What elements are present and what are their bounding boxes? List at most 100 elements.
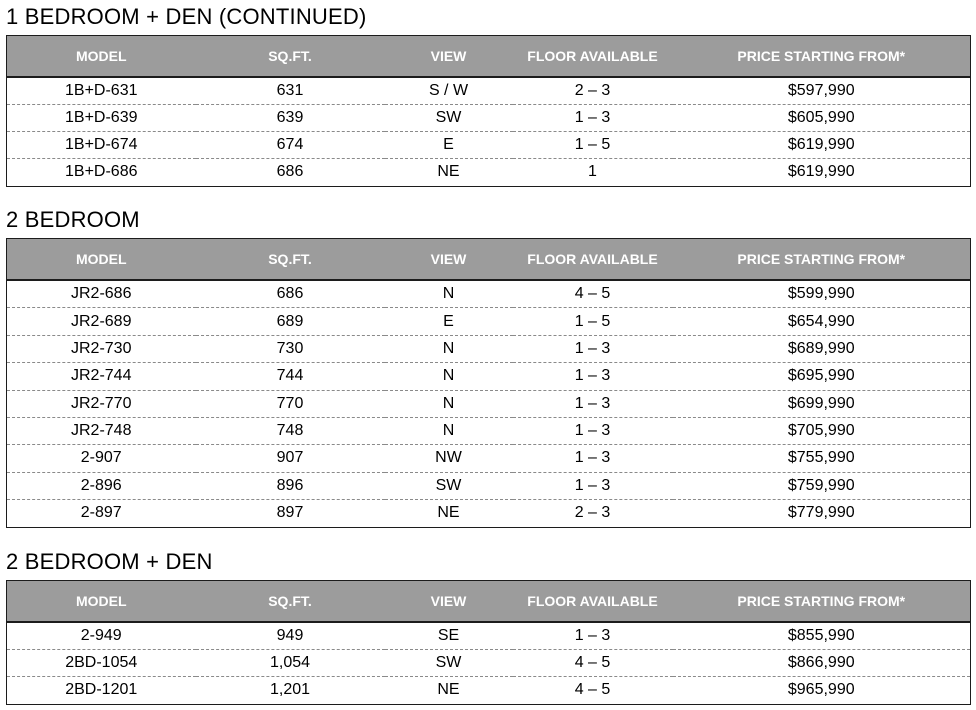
col-header-floor: FLOOR AVAILABLE: [512, 35, 673, 78]
cell-view: N: [384, 280, 513, 309]
cell-sqft: 949: [195, 622, 385, 651]
table-row: 2-897 897 NE 2 – 3 $779,990: [7, 500, 971, 527]
cell-view: NE: [437, 504, 460, 522]
cell-price: $755,990: [672, 444, 971, 473]
cell-floor: 1: [588, 163, 597, 181]
cell-model: JR2-770: [6, 390, 196, 418]
cell-floor: 2 – 3: [512, 77, 673, 106]
table-row: JR2-748 748 N 1 – 3 $705,990: [6, 417, 971, 446]
cell-floor: 1 – 3: [512, 622, 673, 651]
cell-floor: 1 – 3: [512, 104, 673, 133]
cell-view: SW: [384, 472, 513, 501]
cell-floor: 1 – 3: [512, 472, 673, 501]
cell-price: $699,990: [672, 390, 971, 418]
pricing-table: MODEL SQ.FT. VIEW FLOOR AVAILABLE PRICE …: [6, 35, 971, 187]
cell-model: 2BD-1201: [65, 681, 138, 699]
cell-model: 1B+D-639: [6, 104, 196, 133]
col-header-floor: FLOOR AVAILABLE: [512, 580, 673, 623]
cell-model: JR2-730: [6, 335, 196, 364]
table-row: 1B+D-686 686 NE 1 $619,990: [7, 159, 971, 186]
table-row: JR2-730 730 N 1 – 3 $689,990: [6, 335, 971, 364]
cell-floor: 1 – 3: [512, 444, 673, 473]
cell-model: 2BD-1054: [6, 649, 196, 678]
cell-model: 2-897: [80, 504, 122, 522]
cell-floor: 1 – 3: [512, 417, 673, 446]
cell-model: 2-896: [6, 472, 196, 501]
col-header-sqft: SQ.FT.: [195, 580, 385, 623]
cell-sqft: 907: [195, 444, 385, 473]
cell-view: N: [384, 362, 513, 391]
cell-model: 1B+D-631: [6, 77, 196, 106]
cell-view: SW: [384, 649, 513, 678]
cell-model: 2-907: [6, 444, 196, 473]
cell-floor: 2 – 3: [574, 504, 611, 522]
table-row: 1B+D-674 674 E 1 – 5 $619,990: [6, 131, 971, 160]
cell-price: $855,990: [672, 622, 971, 651]
col-header-model: MODEL: [6, 238, 196, 281]
cell-price: $599,990: [672, 280, 971, 309]
cell-price: $619,990: [672, 131, 971, 160]
cell-view: NE: [437, 163, 460, 181]
cell-sqft: 770: [195, 390, 385, 418]
cell-model: JR2-689: [6, 307, 196, 336]
cell-view: N: [384, 335, 513, 364]
table-row: 2BD-1201 1,201 NE 4 – 5 $965,990: [7, 677, 971, 704]
cell-model: JR2-686: [6, 280, 196, 309]
cell-view: SE: [384, 622, 513, 651]
cell-sqft: 1,054: [195, 649, 385, 678]
cell-model: 1B+D-674: [6, 131, 196, 160]
cell-view: N: [384, 390, 513, 418]
cell-model: 2-949: [6, 622, 196, 651]
cell-price: $605,990: [672, 104, 971, 133]
cell-floor: 4 – 5: [512, 280, 673, 309]
cell-model: JR2-744: [6, 362, 196, 391]
cell-price: $695,990: [672, 362, 971, 391]
cell-view: NE: [437, 681, 460, 699]
table-row: JR2-686 686 N 4 – 5 $599,990: [6, 280, 971, 309]
col-header-sqft: SQ.FT.: [195, 238, 385, 281]
cell-model: 1B+D-686: [65, 163, 138, 181]
col-header-view: VIEW: [384, 580, 513, 623]
pricing-table: MODEL SQ.FT. VIEW FLOOR AVAILABLE PRICE …: [6, 238, 971, 528]
table-row: JR2-744 744 N 1 – 3 $695,990: [6, 362, 971, 391]
cell-floor: 1 – 5: [512, 307, 673, 336]
cell-sqft: 744: [195, 362, 385, 391]
table-row: 2-896 896 SW 1 – 3 $759,990: [6, 472, 971, 501]
cell-price: $779,990: [787, 504, 855, 522]
table-row: 2-907 907 NW 1 – 3 $755,990: [6, 444, 971, 473]
cell-floor: 1 – 3: [512, 362, 673, 391]
col-header-model: MODEL: [6, 35, 196, 78]
cell-view: SW: [384, 104, 513, 133]
cell-floor: 1 – 3: [512, 335, 673, 364]
cell-floor: 4 – 5: [574, 681, 611, 699]
col-header-sqft: SQ.FT.: [195, 35, 385, 78]
cell-sqft: 896: [195, 472, 385, 501]
col-header-price: PRICE STARTING FROM*: [672, 35, 971, 78]
section-title: 2 BEDROOM + DEN: [6, 549, 213, 574]
cell-view: E: [384, 307, 513, 336]
col-header-price: PRICE STARTING FROM*: [672, 238, 971, 281]
cell-price: $597,990: [672, 77, 971, 106]
col-header-model: MODEL: [6, 580, 196, 623]
cell-view: N: [384, 417, 513, 446]
cell-sqft: 748: [195, 417, 385, 446]
table-header-row: MODEL SQ.FT. VIEW FLOOR AVAILABLE PRICE …: [6, 35, 971, 78]
col-header-floor: FLOOR AVAILABLE: [512, 238, 673, 281]
cell-price: $965,990: [787, 681, 855, 699]
cell-sqft: 674: [195, 131, 385, 160]
table-row: JR2-770 770 N 1 – 3 $699,990: [6, 390, 971, 418]
cell-sqft: 639: [195, 104, 385, 133]
table-header-row: MODEL SQ.FT. VIEW FLOOR AVAILABLE PRICE …: [6, 580, 971, 623]
cell-sqft: 1,201: [269, 681, 311, 699]
table-header-row: MODEL SQ.FT. VIEW FLOOR AVAILABLE PRICE …: [6, 238, 971, 281]
cell-price: $866,990: [672, 649, 971, 678]
cell-sqft: 631: [195, 77, 385, 106]
cell-floor: 4 – 5: [512, 649, 673, 678]
cell-price: $619,990: [787, 163, 855, 181]
cell-floor: 1 – 3: [512, 390, 673, 418]
table-row: 1B+D-639 639 SW 1 – 3 $605,990: [6, 104, 971, 133]
cell-sqft: 897: [276, 504, 304, 522]
cell-price: $654,990: [672, 307, 971, 336]
table-row: 2BD-1054 1,054 SW 4 – 5 $866,990: [6, 649, 971, 678]
